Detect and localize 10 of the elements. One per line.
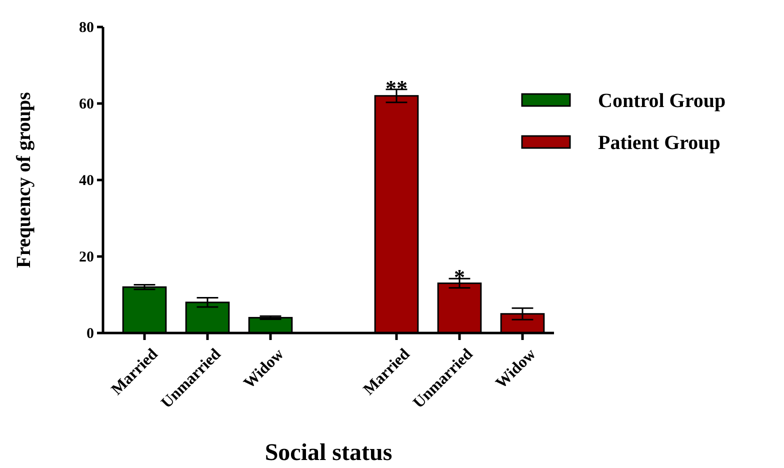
legend-label: Patient Group [598, 132, 720, 154]
x-axis-title: Social status [264, 440, 392, 466]
y-tick-label: 0 [86, 326, 94, 342]
y-tick-label: 20 [79, 249, 94, 266]
y-tick-label: 60 [79, 96, 94, 112]
y-tick-label: 80 [79, 20, 94, 36]
legend-label: Control Group [598, 90, 726, 112]
y-axis-title: Frequency of groups [13, 92, 35, 268]
annotation: * [454, 264, 465, 290]
y-tick-label: 40 [79, 172, 94, 189]
